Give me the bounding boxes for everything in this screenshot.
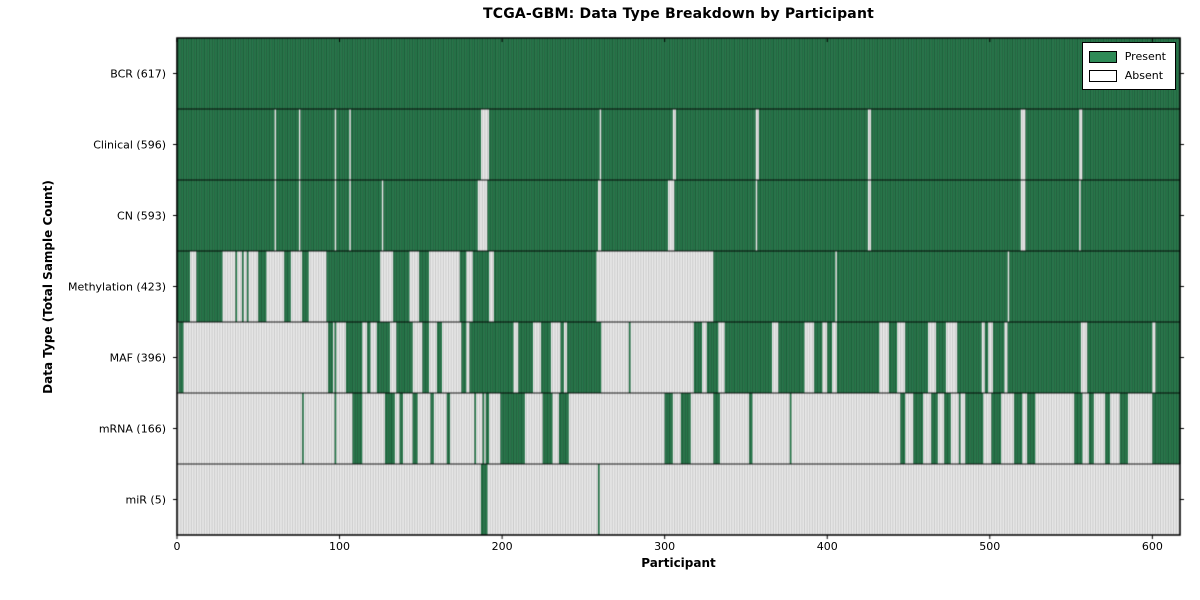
legend-swatch-absent-icon [1088,69,1117,82]
row-label-mir: miR (5) [125,493,167,506]
x-tick-label: 400 [816,540,838,553]
row-label-mrna: mRNA (166) [98,422,166,435]
row-label-bcr: BCR (617) [110,67,166,80]
row-label-clinical: Clinical (596) [93,138,166,151]
legend-label-present: Present [1124,50,1166,63]
x-tick-label: 300 [654,540,676,553]
legend-item-absent: Absent [1088,66,1166,85]
row-label-methylation: Methylation (423) [68,280,166,293]
presence-matrix-canvas [171,32,1186,541]
x-tick-label: 200 [491,540,513,553]
legend-label-absent: Absent [1124,69,1164,82]
x-tick-label: 500 [979,540,1001,553]
legend-swatch-present-icon [1088,50,1117,63]
x-tick-label: 600 [1141,540,1163,553]
row-label-maf: MAF (396) [109,351,166,364]
row-label-cn: CN (593) [117,209,166,222]
x-axis-label: Participant [641,556,716,570]
y-axis-label: Data Type (Total Sample Count) [41,180,55,394]
legend: Present Absent [1081,42,1176,90]
legend-item-present: Present [1088,47,1166,66]
x-tick-label: 0 [173,540,181,553]
x-tick-label: 100 [329,540,351,553]
chart-title: TCGA-GBM: Data Type Breakdown by Partici… [482,6,875,22]
